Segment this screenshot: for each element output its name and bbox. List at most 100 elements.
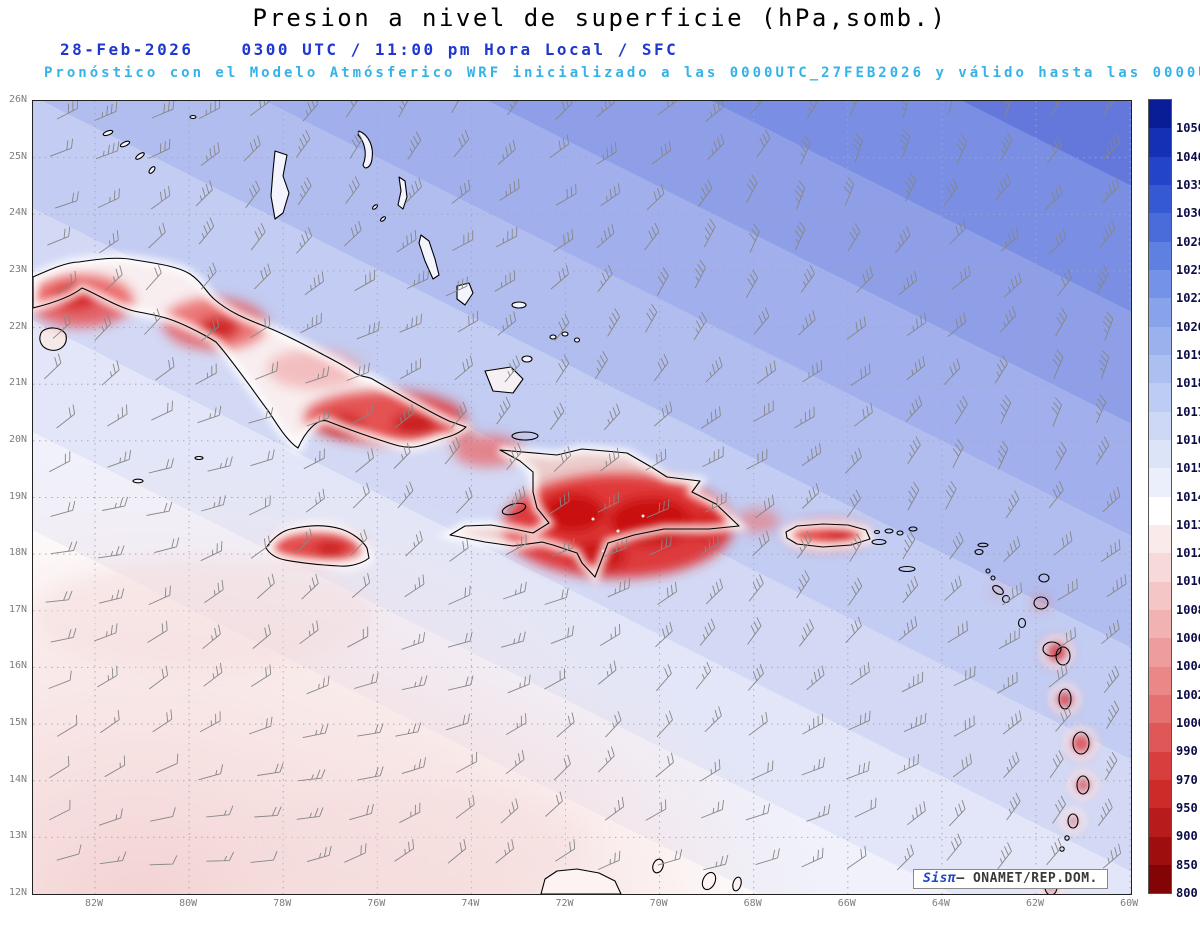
wind-barbs-layer (43, 101, 1127, 871)
colorbar-segment (1149, 638, 1171, 667)
colorbar-tick-label: 1006 (1176, 631, 1200, 646)
colorbar-segment (1149, 298, 1171, 327)
colorbar-tick-label: 1013 (1176, 517, 1200, 532)
lat-tick-label: 19N (8, 490, 27, 502)
colorbar-tick-label: 1016 (1176, 432, 1200, 447)
colorbar-segment (1149, 326, 1171, 355)
colorbar-tick-label: 1030 (1176, 206, 1200, 221)
colorbar-tick-label: 1002 (1176, 687, 1200, 702)
lon-tick-label: 78W (273, 898, 292, 909)
lon-tick-label: 60W (1120, 898, 1139, 909)
colorbar-tick-label: 1020 (1176, 319, 1200, 334)
colorbar-tick-label: 1008 (1176, 602, 1200, 617)
colorbar-tick-label: 1017 (1176, 404, 1200, 419)
colorbar-segment (1149, 439, 1171, 469)
lon-tick-label: 72W (555, 898, 574, 909)
lon-tick-label: 82W (84, 898, 104, 909)
lon-tick-label: 64W (931, 898, 950, 909)
colorbar-segment (1149, 609, 1171, 639)
colorbar-tick-label: 1000 (1176, 716, 1200, 731)
lat-tick-label: 23N (8, 263, 27, 275)
colorbar-segment (1149, 864, 1171, 894)
colorbar-segment (1149, 779, 1171, 809)
colorbar-tick-label: 1014 (1176, 489, 1200, 504)
great-inagua-coastline (484, 366, 524, 394)
colorbar-tick-label: 1018 (1176, 376, 1200, 391)
colorbar-segment (1149, 128, 1171, 157)
lon-tick-label: 62W (1025, 898, 1045, 909)
colorbar-tick-label: 1010 (1176, 574, 1200, 589)
lat-tick-label: 17N (8, 603, 27, 615)
colorbar-segment (1149, 269, 1171, 299)
lat-tick-label: 18N (8, 547, 27, 559)
colorbar-segment (1149, 553, 1171, 582)
lat-tick-label: 15N (8, 717, 27, 729)
attribution-text: – ONAMET/REP.DOM. (956, 871, 1098, 886)
run-date-label: 28-Feb-2026 (60, 40, 194, 59)
guajira-coastline (540, 868, 622, 894)
lat-tick-label: 21N (8, 377, 27, 389)
lat-tick-label: 22N (8, 320, 27, 332)
colorbar-tick-label: 1022 (1176, 291, 1200, 306)
colorbar-segment (1149, 213, 1171, 242)
colorbar-segment (1149, 723, 1171, 752)
colorbar-segment (1149, 383, 1171, 412)
page-title: Presion a nivel de superficie (hPa,somb.… (252, 4, 948, 32)
lon-tick-label: 70W (649, 898, 668, 909)
colorbar-tick-label: 1025 (1176, 262, 1200, 277)
lon-tick-label: 66W (837, 898, 856, 909)
lat-tick-label: 16N (8, 660, 27, 672)
colorbar-segment (1149, 354, 1171, 384)
colorbar-strip (1148, 99, 1172, 894)
colorbar-segment (1149, 581, 1171, 610)
lat-tick-label: 26N (8, 94, 27, 105)
coastal-halo-layer (33, 258, 1098, 894)
lat-tick-label: 20N (8, 433, 27, 445)
colorbar-segment (1149, 496, 1171, 525)
pressure-anomaly-blobs (33, 275, 1092, 894)
valid-time-label: 0300 UTC / 11:00 pm Hora Local / SFC (241, 40, 679, 59)
andros-coastline (270, 150, 290, 220)
colorbar-tick-label: 990 (1176, 744, 1198, 759)
coastlines-layer (33, 114, 1090, 894)
forecast-note: Pronóstico con el Modelo Atmósferico WRF… (44, 65, 1200, 81)
colorbar-tick-label: 900 (1176, 829, 1198, 844)
pressure-colorbar: 1050 1040 1035 1030 1028 1025 1022 1020 1019 1018… (1148, 99, 1200, 900)
colorbar-segment (1149, 241, 1171, 270)
colorbar-tick-label: 950 (1176, 801, 1198, 816)
colorbar-segment (1149, 156, 1171, 185)
lon-tick-label: 68W (743, 898, 762, 909)
colorbar-segment (1149, 468, 1171, 497)
colorbar-tick-label: 1012 (1176, 546, 1200, 561)
colorbar-tick-label: 970 (1176, 772, 1198, 787)
colorbar-segment (1149, 411, 1171, 440)
colorbar-segment (1149, 808, 1171, 837)
colorbar-tick-label: 1019 (1176, 347, 1200, 362)
lat-tick-label: 25N (8, 150, 27, 162)
datetime-line: 28-Feb-2026 0300 UTC / 11:00 pm Hora Loca… (60, 40, 678, 59)
longitude-axis: 82W 80W 78W 76W 74W 72W 70W 68W 66W 64W 62W 60W (32, 898, 1138, 914)
colorbar-segment (1149, 524, 1171, 554)
colorbar-tick-label: 1035 (1176, 177, 1200, 192)
colorbar-segment (1149, 836, 1171, 865)
attribution-box: Sisπ– ONAMET/REP.DOM. (913, 869, 1108, 889)
colorbar-tick-label: 1028 (1176, 234, 1200, 249)
colorbar-tick-label: 1015 (1176, 461, 1200, 476)
lat-tick-label: 14N (8, 773, 27, 785)
colorbar-segment (1149, 694, 1171, 724)
colorbar-tick-label: 1050 (1176, 121, 1200, 136)
lat-tick-label: 12N (8, 887, 27, 898)
pressure-map-svg (33, 101, 1131, 894)
latitude-axis: 26N 25N 24N 23N 22N 21N 20N 19N 18N 17N 16N 15N 14N 1… (0, 94, 30, 898)
brand-label: Sisπ (923, 871, 957, 886)
colorbar-segment (1149, 100, 1171, 129)
lat-tick-label: 13N (8, 830, 27, 842)
colorbar-segment (1149, 751, 1171, 780)
map-area: Sisπ– ONAMET/REP.DOM. (32, 100, 1132, 895)
colorbar-tick-label: 800 (1176, 886, 1198, 900)
colorbar-segment (1149, 184, 1171, 214)
lon-tick-label: 76W (367, 898, 386, 909)
lon-tick-label: 80W (179, 898, 198, 909)
colorbar-tick-label: 1040 (1176, 149, 1200, 164)
